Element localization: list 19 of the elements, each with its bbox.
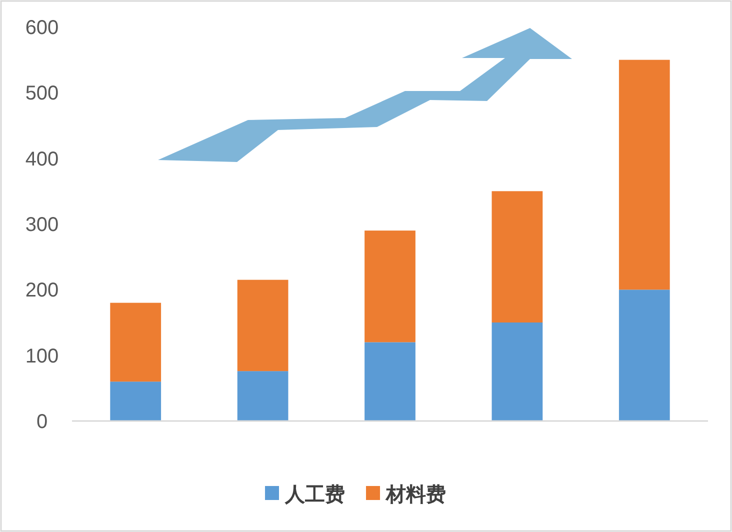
bar (237, 371, 288, 421)
y-tick-label: 400 (25, 148, 59, 170)
y-tick-label: 300 (25, 214, 59, 236)
bar (492, 191, 543, 322)
bar (364, 342, 416, 421)
bar (618, 60, 670, 290)
y-tick-label: 600 (25, 17, 59, 39)
bar (237, 280, 288, 372)
bar (110, 302, 162, 382)
y-tick-label: 200 (25, 280, 59, 302)
bar (110, 382, 162, 421)
bar (492, 322, 543, 421)
bar (364, 230, 416, 342)
bar (618, 290, 670, 421)
legend-label: 人工费 (284, 484, 345, 506)
y-tick-label: 0 (36, 411, 48, 433)
y-tick-label: 500 (25, 82, 59, 105)
y-tick-label: 100 (25, 345, 59, 368)
legend-label: 材料费 (385, 484, 446, 506)
